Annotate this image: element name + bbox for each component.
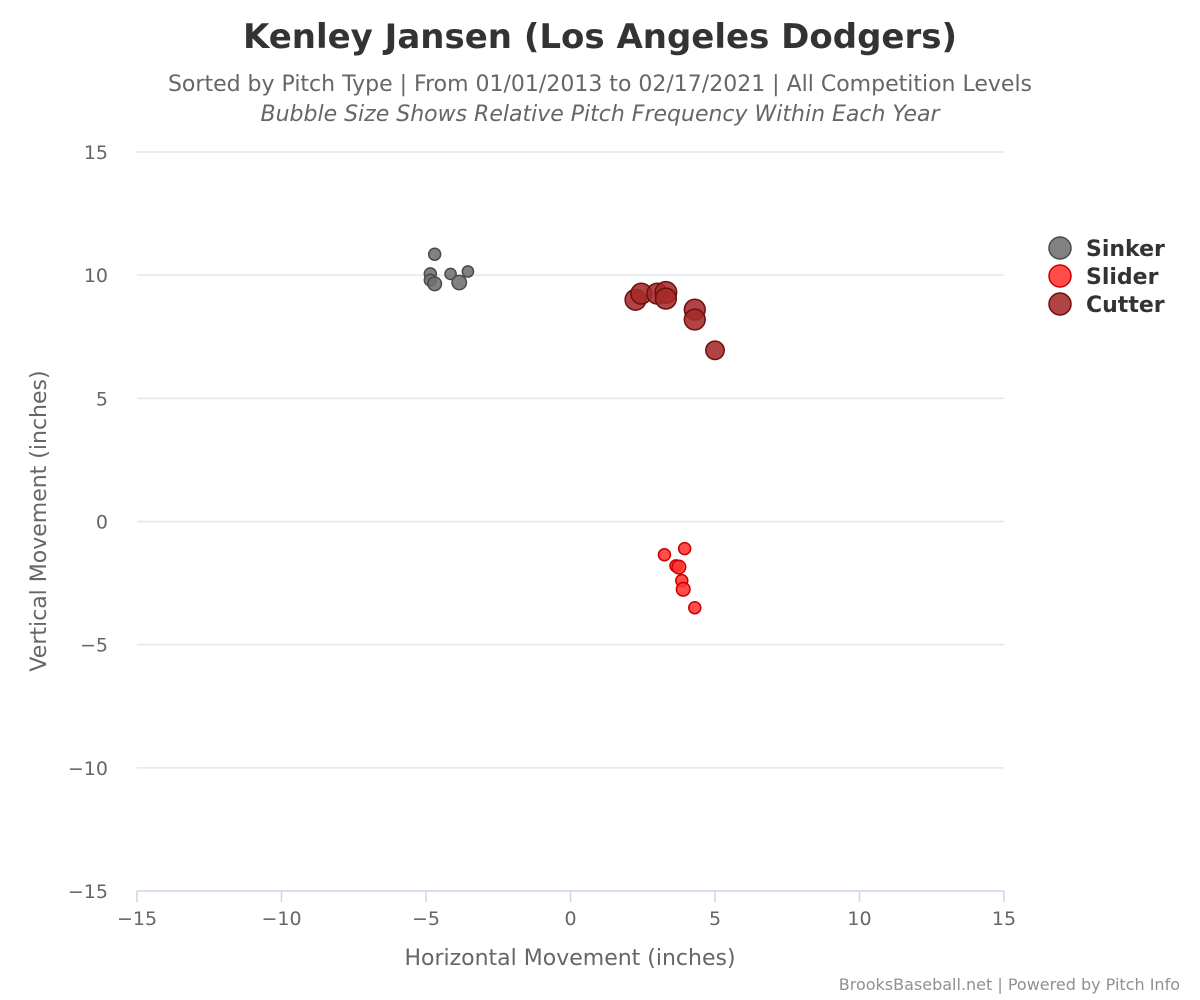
slider-point[interactable] — [688, 600, 702, 615]
cutter-point[interactable] — [705, 340, 725, 361]
cutter-point[interactable] — [654, 287, 678, 310]
x-tick-label: 10 — [847, 908, 871, 930]
x-tick-label: −10 — [261, 908, 301, 930]
credits[interactable]: BrooksBaseball.net | Powered by Pitch In… — [839, 975, 1180, 994]
legend-marker-cutter — [1048, 292, 1072, 316]
y-axis-title: Vertical Movement (inches) — [27, 370, 52, 671]
x-tick-label: −5 — [412, 908, 440, 930]
y-tick-label: 15 — [84, 142, 108, 164]
chart-subtitle-bubble-note: Bubble Size Shows Relative Pitch Frequen… — [260, 102, 941, 127]
legend-item-slider[interactable]: Slider — [1048, 264, 1159, 290]
legend-item-sinker[interactable]: Sinker — [1048, 236, 1165, 262]
chart-subtitle: Sorted by Pitch Type | From 01/01/2013 t… — [168, 72, 1032, 97]
y-tick-label: −5 — [80, 635, 108, 657]
series-slider — [657, 541, 702, 615]
cutter-point[interactable] — [683, 308, 706, 331]
x-tick-label: 15 — [992, 908, 1016, 930]
series-sinker — [423, 247, 475, 292]
sinker-point[interactable] — [427, 247, 442, 261]
legend: Sinker Slider Cutter — [1048, 236, 1165, 318]
series-cutter — [624, 280, 725, 361]
x-tick-label: 5 — [709, 908, 721, 930]
y-tick-label: −10 — [68, 758, 108, 780]
slider-point[interactable] — [675, 581, 691, 597]
sinker-point[interactable] — [461, 265, 475, 278]
legend-marker-slider — [1048, 264, 1072, 288]
y-tick-label: 0 — [96, 512, 108, 534]
y-tick-label: 5 — [96, 388, 108, 410]
x-axis-title: Horizontal Movement (inches) — [404, 946, 735, 971]
slider-point[interactable] — [657, 548, 672, 562]
x-tick-label: 0 — [564, 908, 576, 930]
y-tick-label: 10 — [84, 265, 108, 287]
sinker-point[interactable] — [451, 274, 468, 291]
legend-item-cutter[interactable]: Cutter — [1048, 292, 1165, 318]
chart-title: Kenley Jansen (Los Angeles Dodgers) — [243, 17, 957, 57]
legend-label-slider: Slider — [1086, 265, 1159, 290]
legend-label-cutter: Cutter — [1086, 293, 1165, 318]
x-tick-label: −15 — [117, 908, 157, 930]
legend-label-sinker: Sinker — [1086, 237, 1165, 262]
slider-point[interactable] — [671, 559, 687, 575]
gridlines — [137, 151, 1004, 769]
axes: −15 −10 −5 0 5 10 15 −15 −10 −5 0 5 10 15 — [68, 142, 1016, 930]
sinker-point[interactable] — [427, 276, 443, 292]
data-points — [423, 247, 725, 615]
slider-point[interactable] — [677, 541, 692, 556]
y-tick-label: −15 — [68, 881, 108, 903]
sinker-point[interactable] — [444, 267, 457, 281]
legend-marker-sinker — [1048, 236, 1072, 260]
